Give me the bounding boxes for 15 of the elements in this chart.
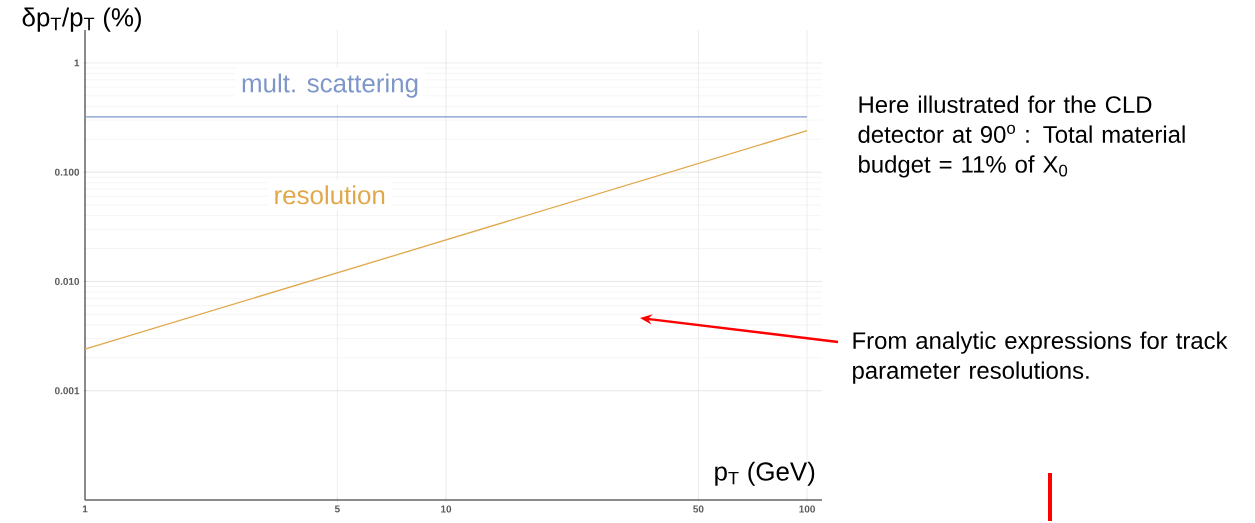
text: From analytic expressions for track parameter resolutions. <box>853 331 1228 384</box>
x-tick-label: 1 <box>82 505 88 513</box>
x-axis-title: p$_{T}$ (GeV) <box>715 461 815 486</box>
series-label: mult. scattering <box>242 73 418 98</box>
y-tick-label: 0.100 <box>54 168 80 176</box>
x-tick-label: 10 <box>441 505 452 513</box>
y-tick-label: 1 <box>74 59 80 67</box>
y-axis-title: δp$_{T}$/p$_{T}$ (%) <box>22 7 141 32</box>
text: Here illustrated for the CLD detector at 90$^{o}$ : Total material budget = 11% of X$_{0}$ <box>858 95 1185 178</box>
y-tick-label: 0.010 <box>54 277 80 285</box>
text: resolution <box>275 185 385 205</box>
x-tick-label: 100 <box>799 505 815 513</box>
y-tick-label: 0.001 <box>54 387 80 395</box>
x-tick-label: 50 <box>693 505 704 513</box>
x-tick-label: 5 <box>334 505 340 513</box>
